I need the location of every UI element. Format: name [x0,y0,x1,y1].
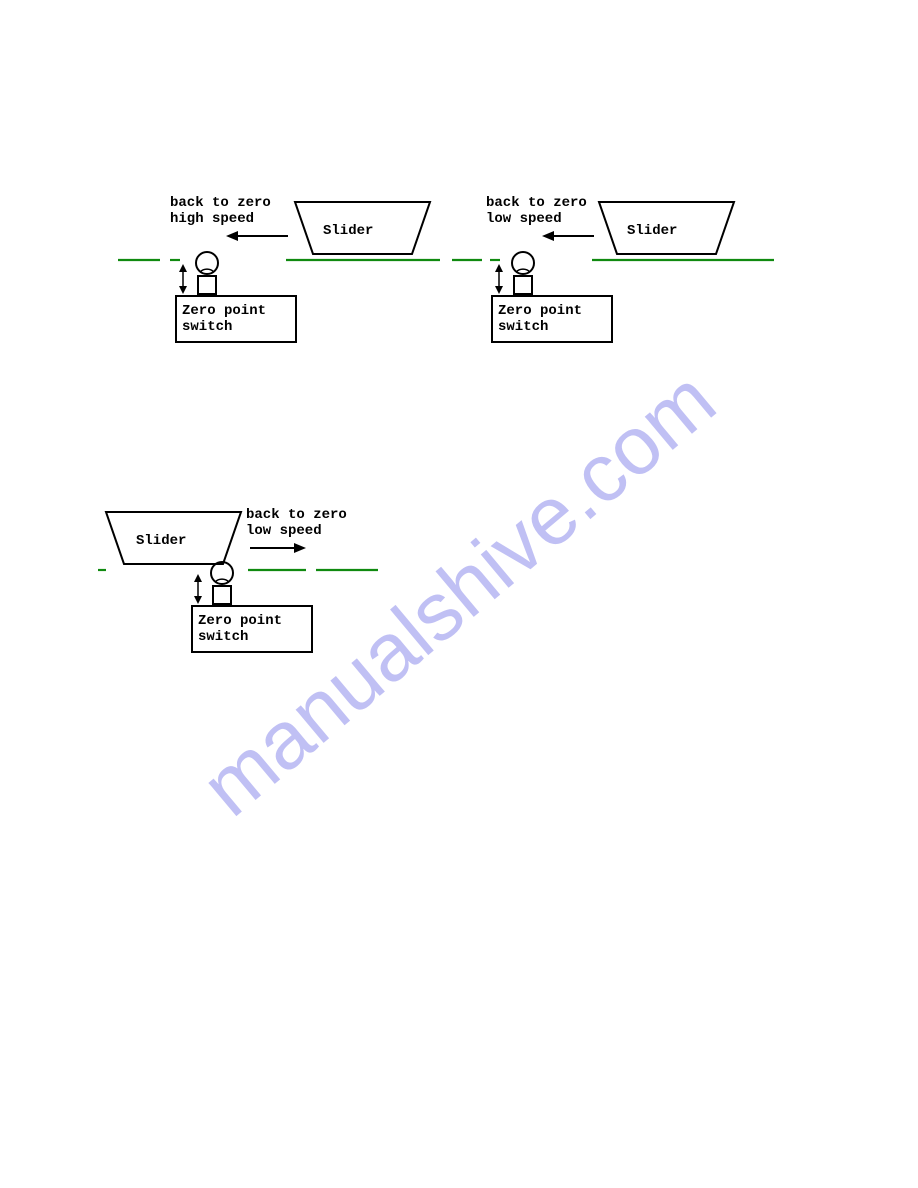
diagram-low-speed-return: back to zero low speed Slider Zero point… [98,488,438,688]
page: manualshive.com back to zero high speed … [0,0,918,1188]
arrow-head [226,231,238,241]
diagram-high-speed: back to zero high speed Slider Zero poin… [118,188,440,368]
varrow-down [179,286,187,294]
switch-label-1: Zero point [198,613,282,629]
varrow-down [495,286,503,294]
arrow-head [542,231,554,241]
varrow-down [194,596,202,604]
caption-line1: back to zero [170,195,271,211]
stem [198,276,216,294]
arrow-head [294,543,306,553]
switch-label-2: switch [498,319,548,335]
varrow-up [179,264,187,272]
roller-arc [516,269,530,272]
caption-line2: high speed [170,211,254,227]
varrow-up [194,574,202,582]
roller [512,252,534,274]
roller-arc [200,269,214,272]
slider-label: Slider [627,223,677,239]
caption-line2: low speed [486,211,562,227]
stem [213,586,231,604]
switch-label-2: switch [198,629,248,645]
stem [514,276,532,294]
roller [211,562,233,584]
roller [196,252,218,274]
diagram-low-speed-approach: back to zero low speed Slider Zero point… [452,188,774,368]
switch-label-1: Zero point [498,303,582,319]
switch-label-1: Zero point [182,303,266,319]
varrow-up [495,264,503,272]
roller-arc [215,579,229,582]
caption-line1: back to zero [486,195,587,211]
slider-label: Slider [136,533,186,549]
caption-line2: low speed [246,523,322,539]
switch-label-2: switch [182,319,232,335]
slider-label: Slider [323,223,373,239]
caption-line1: back to zero [246,507,347,523]
